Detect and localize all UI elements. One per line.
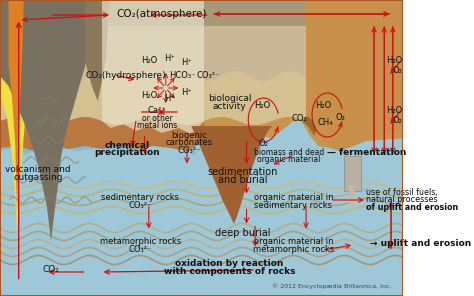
Text: — fermentation: — fermentation (328, 147, 407, 157)
Text: HCO₃⁻: HCO₃⁻ (170, 70, 196, 80)
Text: CO₃²⁻: CO₃²⁻ (177, 146, 201, 155)
Text: H₂O: H₂O (141, 56, 157, 65)
Text: organic material: organic material (257, 155, 321, 163)
Polygon shape (0, 0, 403, 125)
Text: © 2012 Encyclopædia Britannica, Inc.: © 2012 Encyclopædia Britannica, Inc. (272, 283, 391, 289)
Text: outgassing: outgassing (13, 173, 63, 183)
Text: CO₃²⁻: CO₃²⁻ (197, 70, 220, 80)
Text: H⁺: H⁺ (164, 94, 175, 102)
Polygon shape (102, 0, 204, 134)
Polygon shape (0, 0, 403, 151)
Text: carbonates: carbonates (165, 138, 212, 147)
Text: metamorphic rocks: metamorphic rocks (253, 245, 334, 255)
Text: CO₂: CO₂ (43, 266, 59, 274)
Text: use of fossil fuels,: use of fossil fuels, (365, 187, 438, 197)
Polygon shape (204, 0, 403, 151)
Polygon shape (191, 126, 272, 224)
Text: sedimentary rocks: sedimentary rocks (101, 194, 179, 202)
Text: activity: activity (213, 102, 246, 110)
Text: and burial: and burial (218, 175, 267, 185)
Text: CO₃²⁻: CO₃²⁻ (128, 245, 152, 255)
Text: CO₂: CO₂ (292, 113, 307, 123)
Polygon shape (9, 0, 24, 216)
Text: organic material in: organic material in (254, 194, 333, 202)
Text: H⁺: H⁺ (164, 54, 175, 62)
Text: biogenic: biogenic (171, 131, 207, 139)
Text: H⁺: H⁺ (182, 88, 192, 96)
Text: CO₃²⁻: CO₃²⁻ (128, 202, 152, 210)
Polygon shape (85, 0, 109, 101)
Text: H₂O: H₂O (315, 101, 331, 110)
Text: sedimentary rocks: sedimentary rocks (255, 202, 332, 210)
Bar (348, 186, 356, 206)
Text: Ca²⁺: Ca²⁺ (148, 105, 167, 115)
Polygon shape (0, 0, 403, 26)
Polygon shape (0, 0, 92, 241)
Text: H⁺: H⁺ (182, 57, 192, 67)
Polygon shape (0, 0, 31, 236)
Text: O₂: O₂ (259, 139, 268, 147)
Text: precipitation: precipitation (95, 147, 160, 157)
Text: of uplift and erosion: of uplift and erosion (365, 204, 458, 213)
Text: → uplift and erosion: → uplift and erosion (370, 239, 471, 249)
Text: O₂: O₂ (393, 65, 403, 75)
Text: biomass and dead: biomass and dead (254, 147, 324, 157)
Text: with components of rocks: with components of rocks (164, 266, 295, 276)
Text: oxidation by reaction: oxidation by reaction (175, 258, 284, 268)
Text: metal ions: metal ions (137, 120, 177, 130)
Text: metamorphic rocks: metamorphic rocks (100, 237, 181, 247)
Text: chemical: chemical (105, 141, 150, 149)
Polygon shape (306, 0, 403, 151)
Text: sedimentation: sedimentation (207, 167, 277, 177)
Text: or other: or other (142, 113, 173, 123)
Text: H₂O: H₂O (386, 56, 402, 65)
Text: CH₄: CH₄ (318, 118, 334, 126)
Text: H₂O: H₂O (141, 91, 157, 99)
Text: organic material in: organic material in (254, 237, 333, 247)
Text: O₂: O₂ (393, 115, 403, 125)
Polygon shape (302, 116, 316, 136)
Text: volcanism and: volcanism and (5, 165, 71, 175)
Text: CO₂(atmosphere): CO₂(atmosphere) (116, 9, 207, 19)
Text: O₂: O₂ (335, 112, 345, 121)
Polygon shape (0, 0, 196, 156)
Polygon shape (0, 0, 403, 81)
Text: CO₂(hydrosphere): CO₂(hydrosphere) (85, 70, 166, 80)
Text: H₂O: H₂O (386, 105, 402, 115)
Text: H₂O: H₂O (254, 101, 270, 110)
Text: deep burial: deep burial (215, 228, 270, 238)
Text: biological: biological (208, 94, 251, 102)
Bar (344, 156, 361, 191)
Text: natural processes: natural processes (365, 195, 437, 205)
